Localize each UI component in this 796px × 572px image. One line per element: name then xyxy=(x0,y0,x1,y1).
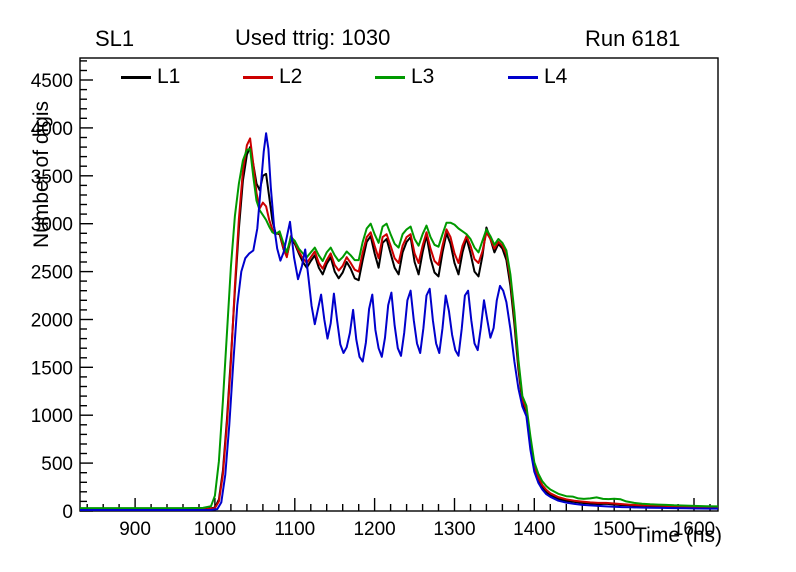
y-tick-label: 2500 xyxy=(31,263,73,284)
run-number: Run 6181 xyxy=(585,26,681,51)
y-axis-title: Number of digis xyxy=(30,100,53,248)
series-L1 xyxy=(80,146,718,511)
series-L2 xyxy=(80,137,718,511)
l2-line-swatch xyxy=(243,75,273,79)
legend-label-l3: L3 xyxy=(411,65,435,88)
x-axis-title: Time (ns) xyxy=(634,524,722,547)
y-tick-label: 500 xyxy=(41,454,73,475)
superlayer-title: SL1 xyxy=(95,26,135,51)
x-tick-label: 900 xyxy=(119,519,151,540)
x-tick-label: 1200 xyxy=(353,519,395,540)
legend-entry-l3: L3 xyxy=(375,64,434,90)
x-tick-label: 1300 xyxy=(433,519,475,540)
y-tick-label: 3000 xyxy=(31,215,73,236)
y-tick-label: 4500 xyxy=(31,71,73,92)
y-tick-label: 0 xyxy=(62,502,73,523)
y-tick-label: 2000 xyxy=(31,311,73,332)
l1-line-swatch xyxy=(121,75,151,79)
legend-label-l2: L2 xyxy=(279,65,303,88)
l3-line-swatch xyxy=(375,75,405,79)
legend-label-l4: L4 xyxy=(544,65,568,88)
series-L4 xyxy=(80,132,718,511)
x-tick-label: 1100 xyxy=(274,519,315,540)
x-tick-label: 1400 xyxy=(513,519,555,540)
y-tick-label: 1500 xyxy=(31,358,73,379)
l4-line-swatch xyxy=(508,75,538,79)
x-tick-label: 1000 xyxy=(194,519,236,540)
y-tick-label: 1000 xyxy=(31,406,73,427)
series-L3 xyxy=(80,148,719,510)
legend-entry-l4: L4 xyxy=(508,64,567,90)
y-tick-label: 3500 xyxy=(31,167,73,188)
legend-label-l1: L1 xyxy=(157,65,181,88)
legend-entry-l1: L1 xyxy=(121,64,180,90)
x-tick-label: 1600 xyxy=(673,519,715,540)
x-tick-label: 1500 xyxy=(593,519,635,540)
legend-entry-l2: L2 xyxy=(243,64,302,90)
y-tick-label: 4000 xyxy=(31,119,73,140)
plot-title: Used ttrig: 1030 xyxy=(235,25,391,50)
plot-frame xyxy=(79,57,719,512)
